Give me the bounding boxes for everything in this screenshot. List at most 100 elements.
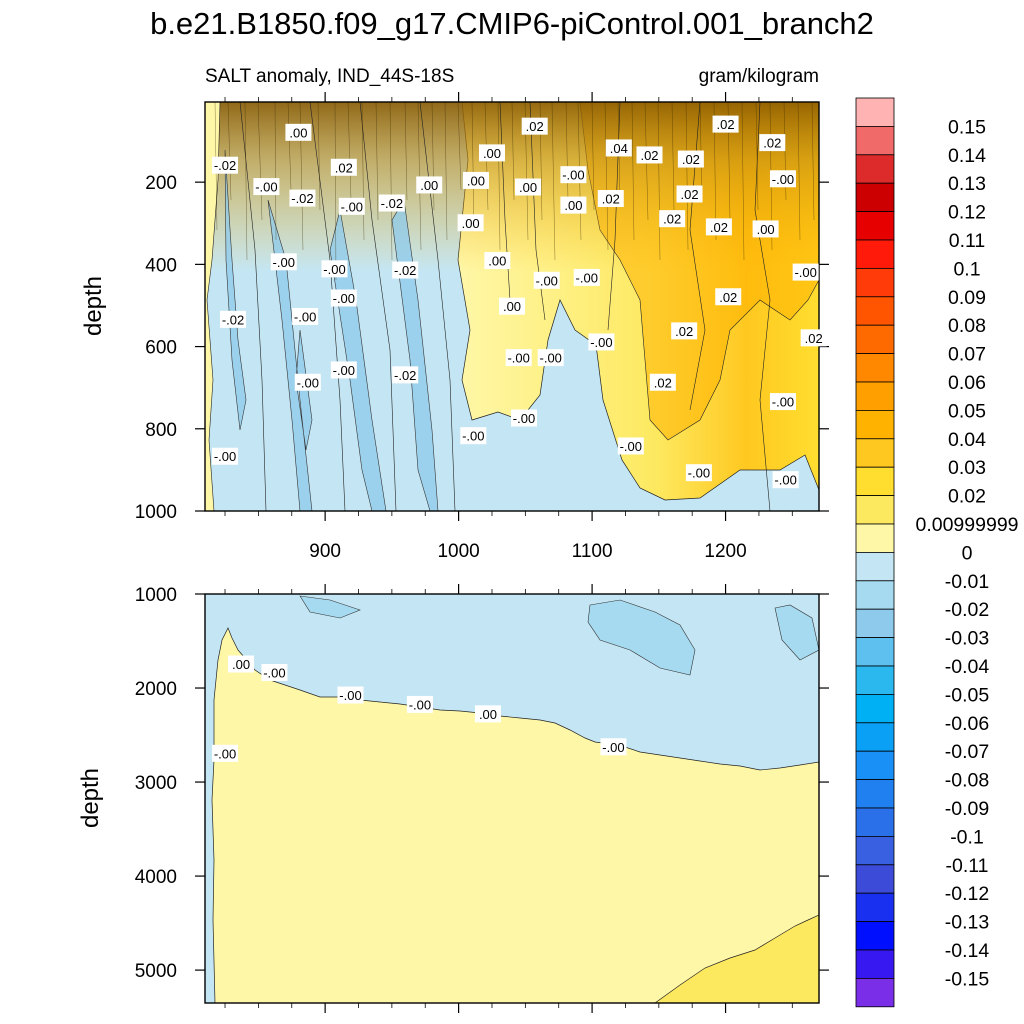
contour-label-text: .02 bbox=[526, 119, 544, 134]
colorbar-label: -0.04 bbox=[945, 656, 990, 678]
colorbar-label: 0.15 bbox=[948, 116, 986, 138]
contour-label-text: -.00 bbox=[297, 375, 319, 390]
lower-deep-warm-region bbox=[654, 914, 819, 1003]
contour-label-box bbox=[337, 686, 364, 704]
colorbar-swatch bbox=[855, 637, 895, 667]
contour-label: -.00 bbox=[511, 409, 538, 427]
contour-label: -.00 bbox=[533, 271, 560, 289]
contour-label-text: .00 bbox=[503, 299, 521, 314]
upper-cold-streaks bbox=[224, 149, 439, 511]
contour-label-box bbox=[752, 220, 779, 238]
contour-label-box bbox=[289, 189, 316, 207]
colorbar-label: 0.11 bbox=[949, 230, 986, 252]
contour-label: -.00 bbox=[261, 663, 288, 681]
contour-label: .02 bbox=[712, 115, 739, 133]
colorbar-swatch bbox=[855, 694, 895, 724]
contour-label-box bbox=[772, 471, 799, 489]
contour-label-text: -.00 bbox=[536, 273, 558, 288]
contour-label-text: -.02 bbox=[291, 191, 313, 206]
contour-label: .00 bbox=[752, 220, 779, 238]
contour-label-text: -.00 bbox=[333, 363, 355, 378]
contour-label-text: .02 bbox=[763, 136, 781, 151]
colorbar-label: 0.03 bbox=[948, 457, 986, 479]
contour-label-box bbox=[649, 373, 676, 391]
upper-x-tick-label: 1100 bbox=[572, 541, 613, 562]
colorbar-swatch bbox=[855, 353, 895, 383]
contour-label-box bbox=[712, 115, 739, 133]
contour-label: .02 bbox=[715, 288, 742, 306]
colorbar-label: 0.14 bbox=[948, 145, 986, 167]
contour-label: -.02 bbox=[392, 366, 419, 384]
upper-y-tick-label: 200 bbox=[145, 173, 177, 194]
upper-y-tick-label: 1000 bbox=[135, 502, 177, 523]
contour-label-text: -.00 bbox=[562, 168, 584, 183]
contour-label: .00 bbox=[515, 178, 542, 196]
upper-x-tick-label: 1200 bbox=[704, 541, 746, 562]
colorbar-label: 0.12 bbox=[948, 202, 986, 224]
contour-label-text: -.02 bbox=[381, 196, 403, 211]
lower-panel bbox=[205, 594, 819, 1003]
contour-label-box bbox=[676, 185, 703, 203]
colorbar-label: -0.11 bbox=[946, 855, 989, 877]
contour-label: -.00 bbox=[321, 260, 348, 278]
contour-label: .02 bbox=[521, 117, 548, 135]
contour-label: .00 bbox=[462, 171, 489, 189]
upper-contour-labels: .00 -.02 -.00 -.02 .02 -.00 -.02 .00 .00 .00 .00 .0… bbox=[212, 115, 827, 489]
contour-label-box bbox=[338, 197, 365, 215]
contour-label-text: -.00 bbox=[576, 270, 598, 285]
colorbar-label: -0.14 bbox=[945, 940, 990, 962]
colorbar-swatch bbox=[855, 267, 895, 298]
colorbar-label: -0.07 bbox=[945, 741, 989, 763]
contour-label: .00 bbox=[285, 123, 312, 141]
contour-label-text: -.00 bbox=[602, 740, 624, 755]
contour-label-text: -.00 bbox=[688, 466, 710, 481]
contour-label: -.02 bbox=[392, 261, 419, 279]
contour-label: .02 bbox=[649, 373, 676, 391]
colorbar-swatch bbox=[855, 580, 895, 610]
contour-label-text: .02 bbox=[663, 212, 681, 227]
colorbar-label: -0.1 bbox=[950, 826, 984, 848]
colorbar-swatch bbox=[855, 296, 895, 326]
colorbar-label: 0.02 bbox=[948, 486, 986, 508]
contour-label: -.02 bbox=[289, 189, 316, 207]
colorbar-swatch bbox=[855, 495, 895, 525]
contour-label-text: .00 bbox=[420, 178, 438, 193]
colorbar-label: 0.07 bbox=[948, 344, 986, 366]
upper-plot-frame bbox=[204, 101, 820, 512]
contour-label: -.00 bbox=[617, 437, 644, 455]
contour-label: .02 bbox=[800, 329, 827, 347]
lower-axis-ticks: 1000 2000 3000 4000 5000 bbox=[135, 584, 829, 1013]
contour-label-box bbox=[484, 252, 511, 270]
colorbar-swatch bbox=[855, 978, 895, 1008]
contour-label-text: .00 bbox=[564, 198, 582, 213]
contour-label-box bbox=[511, 409, 538, 427]
contour-label: -.00 bbox=[537, 349, 564, 367]
contour-label-text: .02 bbox=[675, 324, 693, 339]
contour-label-box bbox=[560, 166, 587, 184]
contour-label: .00 bbox=[457, 214, 484, 232]
colorbar-label: 0 bbox=[962, 542, 973, 564]
lower-cold-patches bbox=[299, 595, 819, 676]
colorbar-label: 0.13 bbox=[948, 173, 986, 195]
contour-label-box bbox=[769, 393, 796, 411]
contour-label-text: .00 bbox=[479, 707, 497, 722]
contour-label-text: .02 bbox=[602, 192, 620, 207]
contour-label-text: .02 bbox=[680, 187, 698, 202]
contour-label-text: -.02 bbox=[394, 368, 416, 383]
contour-label-box bbox=[792, 263, 819, 281]
contour-label-text: -.00 bbox=[339, 688, 361, 703]
contour-label-text: -.00 bbox=[294, 309, 316, 324]
contour-label: -.00 bbox=[406, 695, 433, 713]
contour-label: .02 bbox=[677, 150, 704, 168]
colorbar-swatch bbox=[855, 182, 895, 212]
colorbar-swatch bbox=[855, 239, 895, 269]
contour-label-box bbox=[212, 447, 239, 465]
contour-label-box bbox=[677, 150, 704, 168]
upper-y-tick-label: 600 bbox=[145, 338, 177, 359]
colorbar-label: -0.13 bbox=[945, 912, 989, 934]
contour-label-text: .00 bbox=[462, 216, 480, 231]
lower-y-tick-label: 3000 bbox=[135, 773, 177, 794]
contour-label-box bbox=[715, 288, 742, 306]
colorbar-swatch bbox=[855, 154, 895, 184]
